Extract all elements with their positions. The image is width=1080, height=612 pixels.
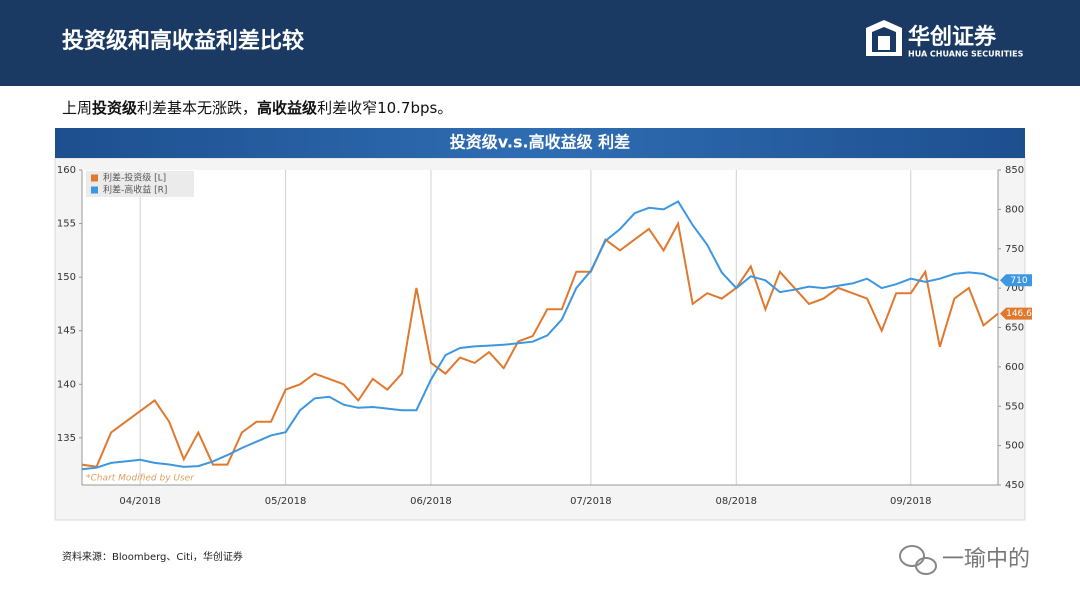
end-label: 710 xyxy=(1010,276,1027,286)
series-line xyxy=(81,200,999,471)
x-tick-label: 09/2018 xyxy=(890,496,932,507)
x-tick-label: 08/2018 xyxy=(716,496,758,507)
chart-title-bar xyxy=(55,128,1025,158)
y2-tick-label: 700 xyxy=(1005,283,1024,294)
y-tick-label: 145 xyxy=(57,326,76,337)
legend-swatch xyxy=(91,174,98,182)
x-tick-label: 07/2018 xyxy=(570,496,612,507)
summary-part: 上周 xyxy=(62,99,92,117)
y-tick-label: 150 xyxy=(57,272,76,283)
logo-en: HUA CHUANG SECURITIES xyxy=(908,50,1024,59)
legend-box xyxy=(86,171,194,197)
x-tick-label: 05/2018 xyxy=(265,496,307,507)
end-label: 146.6 xyxy=(1006,309,1032,319)
y2-tick-label: 650 xyxy=(1005,323,1024,334)
logo-icon xyxy=(866,20,902,56)
y2-tick-label: 500 xyxy=(1005,441,1024,452)
header-title: 投资级和高收益利差比较 xyxy=(62,28,304,54)
y2-tick-label: 600 xyxy=(1005,362,1024,373)
x-tick-label: 06/2018 xyxy=(410,496,452,507)
watermark: 一瑜中的 xyxy=(942,547,1030,572)
y2-tick-label: 750 xyxy=(1005,244,1024,255)
summary-part: 投资级 xyxy=(92,99,138,117)
chart-title: 投资级v.s.高收益级 利差 xyxy=(450,133,630,152)
x-tick-label: 04/2018 xyxy=(119,496,161,507)
logo-name: 华创证券 xyxy=(908,24,997,50)
y2-tick-label: 850 xyxy=(1005,165,1024,176)
y-tick-label: 135 xyxy=(57,433,76,444)
legend-label: 利差-高收益 [R] xyxy=(103,184,167,196)
summary-part: 高收益级 xyxy=(257,99,318,117)
summary-part: 利差基本无涨跌， xyxy=(137,99,257,117)
watermark-icon xyxy=(899,545,937,575)
summary: 上周投资级利差基本无涨跌，高收益级利差收窄10.7bps。 xyxy=(62,99,452,117)
source: 资料来源：Bloomberg、Citi，华创证券 xyxy=(62,550,243,563)
y2-tick-label: 450 xyxy=(1005,480,1024,491)
summary-part: 利差收窄10.7bps。 xyxy=(317,99,452,117)
end-badge xyxy=(1000,307,1032,320)
y-tick-label: 140 xyxy=(57,379,76,390)
y-tick-label: 160 xyxy=(57,165,76,176)
y-tick-label: 155 xyxy=(57,219,76,230)
series-line xyxy=(81,220,999,468)
plot-area xyxy=(82,170,998,485)
annotation: *Chart Modified by User xyxy=(86,474,195,484)
y2-tick-label: 550 xyxy=(1005,401,1024,412)
legend-label: 利差-投资级 [L] xyxy=(103,172,166,184)
end-badge xyxy=(1000,274,1032,287)
y2-tick-label: 800 xyxy=(1005,204,1024,215)
legend-swatch xyxy=(91,186,98,194)
